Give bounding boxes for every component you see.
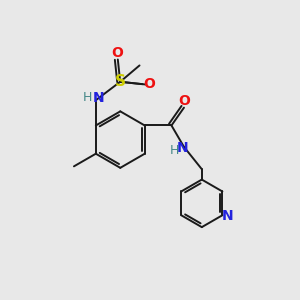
Text: N: N xyxy=(92,91,104,105)
Text: O: O xyxy=(111,46,123,60)
Text: S: S xyxy=(115,74,126,89)
Text: O: O xyxy=(143,76,155,91)
Text: H: H xyxy=(170,144,179,157)
Text: N: N xyxy=(177,141,188,155)
Text: O: O xyxy=(178,94,190,108)
Text: N: N xyxy=(222,209,234,223)
Text: H: H xyxy=(83,91,92,104)
